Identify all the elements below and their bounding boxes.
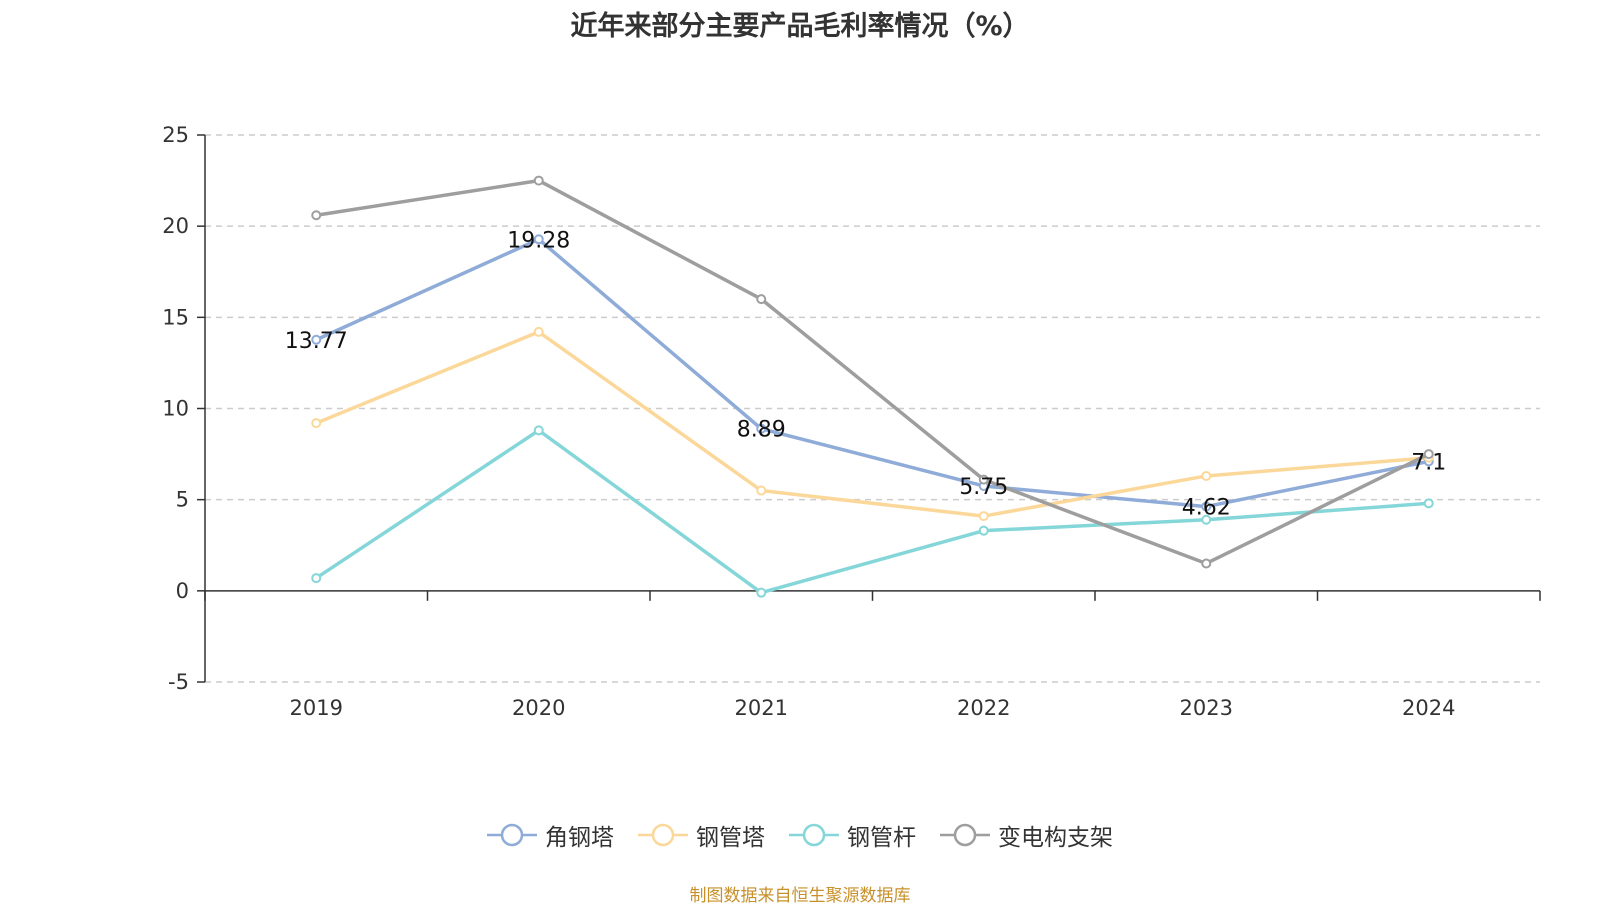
legend-item[interactable]: 钢管塔	[638, 818, 765, 852]
data-point	[533, 175, 544, 186]
legend-line-circle-icon	[789, 823, 839, 847]
y-tick-label: 0	[176, 579, 189, 603]
legend-line-circle-icon	[638, 823, 688, 847]
y-tick-label: 20	[162, 214, 189, 238]
legend-item[interactable]: 角钢塔	[487, 818, 614, 852]
y-tick-label: 5	[176, 488, 189, 512]
data-point	[978, 474, 989, 485]
data-point	[533, 234, 544, 245]
axes: -5 0 5 10 15 20 25 2019 2020 2021 2022 2023 2024	[162, 123, 1541, 720]
series-line	[315, 428, 1429, 595]
data-point	[311, 334, 322, 345]
source-note: 制图数据来自恒生聚源数据库	[689, 886, 911, 906]
legend-label: 钢管塔	[696, 825, 765, 851]
legend-marker	[953, 823, 977, 847]
data-point	[1201, 558, 1212, 569]
legend-marker	[500, 823, 524, 847]
y-tick-label: 10	[162, 397, 189, 421]
legend-line-circle-icon	[487, 823, 537, 847]
legend-line-circle-icon	[940, 823, 990, 847]
data-point	[756, 423, 767, 434]
data-point	[311, 210, 322, 221]
data-point	[978, 511, 989, 522]
legend-item[interactable]: 钢管杆	[789, 818, 916, 852]
data-point	[533, 326, 544, 337]
series-lines	[311, 175, 1434, 598]
x-tick-label: 2023	[1180, 696, 1233, 720]
series-line	[315, 237, 1430, 509]
legend-label: 钢管杆	[847, 825, 916, 851]
data-label: 7.1	[1411, 450, 1446, 475]
data-point	[978, 525, 989, 536]
data-point	[1201, 470, 1212, 481]
y-tick-label: 25	[162, 123, 189, 147]
x-tick-label: 2024	[1402, 696, 1455, 720]
data-point	[1423, 449, 1434, 460]
data-label: 4.62	[1182, 496, 1231, 521]
x-tick-label: 2019	[290, 696, 343, 720]
legend-label: 角钢塔	[545, 825, 614, 851]
y-tick-label: 15	[162, 305, 189, 329]
legend-marker	[651, 823, 675, 847]
data-point	[1201, 514, 1212, 525]
data-label: 8.89	[737, 418, 786, 443]
grid-lines	[205, 134, 1540, 683]
series-line	[315, 178, 1430, 566]
legend-marker	[802, 823, 826, 847]
x-tick-label: 2021	[735, 696, 788, 720]
data-point	[533, 425, 544, 436]
series-line	[315, 330, 1429, 518]
data-point	[756, 587, 767, 598]
data-point	[311, 573, 322, 584]
y-tick-label: -5	[168, 670, 189, 694]
chart-title: 近年来部分主要产品毛利率情况（%）	[570, 11, 1030, 42]
data-label: 19.28	[507, 228, 570, 253]
legend-label: 变电构支架	[998, 825, 1113, 851]
data-label: 13.77	[285, 329, 348, 354]
data-point	[756, 294, 767, 305]
x-tick-label: 2020	[512, 696, 565, 720]
data-point	[1423, 498, 1434, 509]
data-labels: 13.77 19.28 8.89 5.75 4.62 7.1	[285, 228, 1446, 520]
data-label: 5.75	[959, 475, 1008, 500]
legend: 角钢塔 钢管塔 钢管杆 变电构支架	[0, 818, 1600, 852]
data-point	[756, 485, 767, 496]
data-point	[311, 418, 322, 429]
legend-item[interactable]: 变电构支架	[940, 818, 1113, 852]
data-point	[1201, 501, 1212, 512]
x-tick-label: 2022	[957, 696, 1010, 720]
